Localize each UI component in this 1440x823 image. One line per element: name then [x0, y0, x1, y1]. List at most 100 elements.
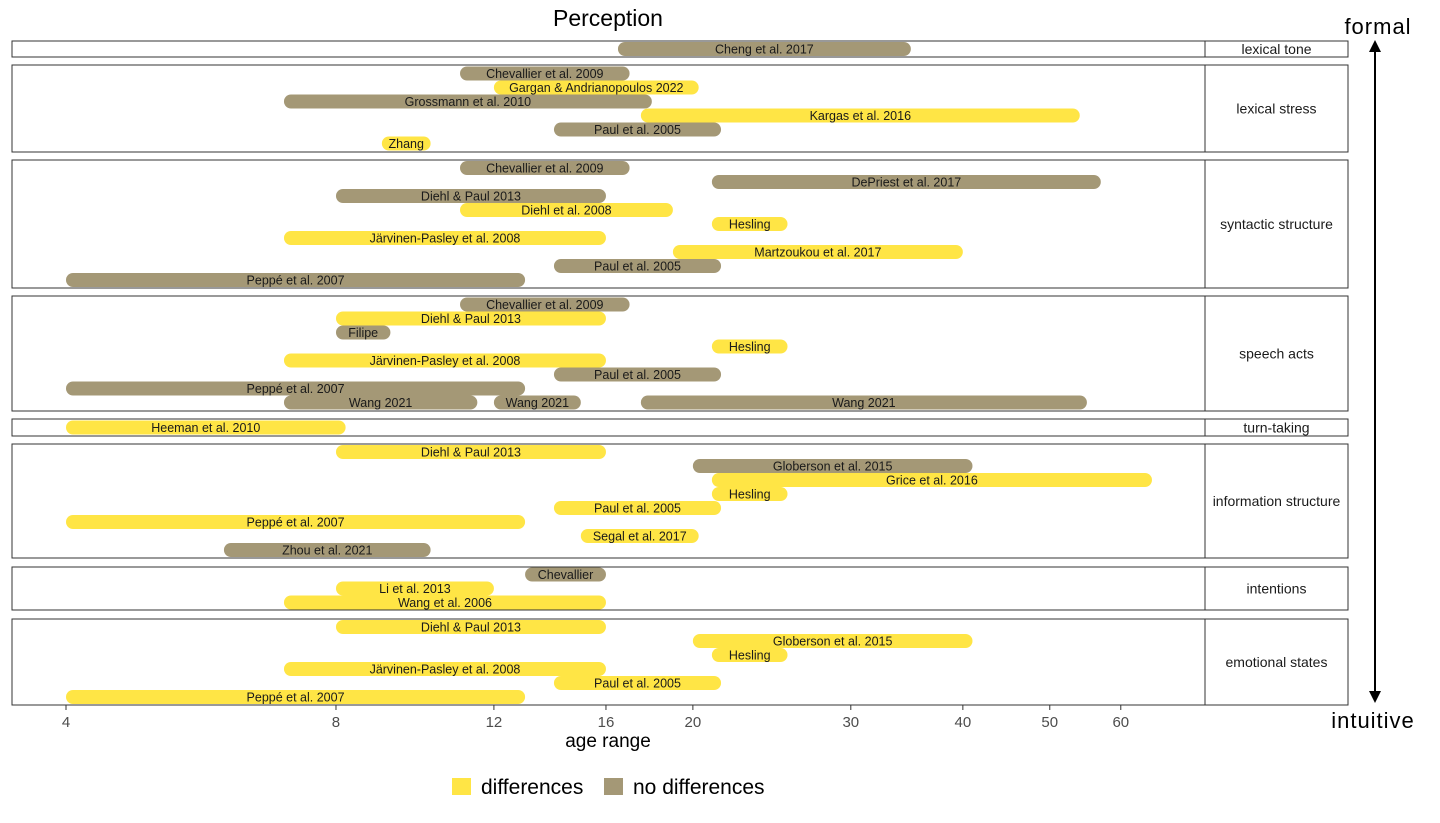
bar-emotional-states-paul-et-al-2005 [553, 676, 722, 690]
arrow-bottom-label: intuitive [1331, 708, 1415, 733]
bar-label: Wang 2021 [506, 396, 570, 410]
bar-syntactic-structure-diehl-paul-2013 [335, 189, 606, 203]
bar-label: Heeman et al. 2010 [151, 421, 260, 435]
legend: differences no differences [452, 776, 765, 799]
bar-label: Chevallier et al. 2009 [486, 298, 603, 312]
bar-speech-acts-filipe [335, 325, 391, 340]
bar-information-structure-segal-et-al-2017 [580, 529, 699, 543]
bar-emotional-states-j-rvinen-pasley-et-al-2008 [283, 662, 606, 676]
facet-panel-border [11, 618, 1349, 706]
bar-information-structure-globerson-et-al-2015 [692, 459, 973, 473]
bar-intentions-wang-et-al-2006 [283, 595, 606, 610]
bar-label: Li et al. 2013 [379, 582, 451, 596]
bar-information-structure-grice-et-al-2016 [711, 473, 1152, 487]
facet-panel-border [11, 566, 1349, 611]
bar-label: Peppé et al. 2007 [247, 516, 345, 530]
bar-label: Martzoukou et al. 2017 [754, 246, 881, 260]
facet-label-emotional-states: emotional states [1226, 654, 1328, 670]
facet-label-information-structure: information structure [1213, 493, 1341, 509]
bar-syntactic-structure-hesling [711, 217, 788, 231]
bar-lexical-stress-kargas-et-al-2016 [640, 108, 1080, 123]
bar-speech-acts-wang-2021 [640, 395, 1087, 410]
bar-syntactic-structure-martzoukou-et-al-2017 [672, 245, 963, 259]
bar-label: Paul et al. 2005 [594, 502, 681, 516]
bar-syntactic-structure-diehl-et-al-2008 [460, 203, 673, 217]
bar-label: Chevallier et al. 2009 [486, 67, 603, 81]
x-tick-label: 16 [598, 714, 615, 731]
bar-information-structure-diehl-paul-2013 [335, 445, 606, 459]
bar-speech-acts-pepp-et-al-2007 [66, 381, 526, 396]
bar-label: Peppé et al. 2007 [247, 382, 345, 396]
bar-label: Chevallier et al. 2009 [486, 162, 603, 176]
bar-label: Paul et al. 2005 [594, 677, 681, 691]
facet-panel-border [11, 40, 1349, 58]
bar-label: Zhou et al. 2021 [282, 544, 372, 558]
bar-emotional-states-hesling [711, 648, 788, 662]
bar-information-structure-hesling [711, 487, 788, 501]
bar-speech-acts-j-rvinen-pasley-et-al-2008 [283, 353, 606, 368]
bar-label: Cheng et al. 2017 [715, 43, 814, 57]
arrow-head-up-icon [1369, 40, 1381, 52]
bar-label: Diehl & Paul 2013 [421, 190, 521, 204]
facet-label-syntactic-structure: syntactic structure [1220, 216, 1333, 232]
x-tick-label: 60 [1112, 714, 1129, 731]
bar-label: Grice et al. 2016 [886, 474, 978, 488]
bar-label: Hesling [729, 488, 771, 502]
bar-label: Globerson et al. 2015 [773, 635, 893, 649]
legend-label-no-differences: no differences [633, 776, 765, 799]
bar-label: Kargas et al. 2016 [810, 109, 912, 123]
bar-speech-acts-paul-et-al-2005 [553, 367, 722, 382]
bar-syntactic-structure-pepp-et-al-2007 [66, 273, 526, 287]
bar-emotional-states-globerson-et-al-2015 [692, 634, 973, 648]
formal-intuitive-arrow: formal intuitive [1331, 14, 1415, 733]
x-tick-label: 8 [332, 714, 340, 731]
facet-panel-bg [12, 567, 1348, 610]
facet-panel-border [11, 159, 1349, 289]
bar-speech-acts-wang-2021 [283, 395, 478, 410]
bar-syntactic-structure-j-rvinen-pasley-et-al-2008 [283, 231, 606, 245]
x-tick-label: 50 [1041, 714, 1058, 731]
bar-information-structure-zhou-et-al-2021 [223, 543, 431, 557]
bar-label: Wang 2021 [832, 396, 896, 410]
bar-label: Peppé et al. 2007 [247, 691, 345, 705]
bar-label: Diehl & Paul 2013 [421, 621, 521, 635]
bar-label: Paul et al. 2005 [594, 368, 681, 382]
bar-label: Diehl & Paul 2013 [421, 312, 521, 326]
bar-information-structure-pepp-et-al-2007 [66, 515, 526, 529]
x-axis-title: age range [565, 731, 651, 752]
bar-label: Hesling [729, 340, 771, 354]
bar-label: Wang et al. 2006 [398, 596, 492, 610]
facet-panels [12, 41, 1348, 705]
bar-label: Chevallier [538, 568, 594, 582]
bar-speech-acts-chevallier-et-al-2009 [460, 297, 630, 312]
arrow-head-down-icon [1369, 691, 1381, 703]
legend-swatch-no-differences [604, 778, 623, 795]
bar-syntactic-structure-chevallier-et-al-2009 [460, 161, 630, 175]
x-tick-label: 4 [62, 714, 70, 731]
bar-lexical-tone-cheng-et-al-2017 [617, 42, 911, 56]
bar-lexical-stress-grossmann-et-al-2010 [283, 94, 652, 109]
facet-label-speech-acts: speech acts [1239, 346, 1314, 362]
bar-label: DePriest et al. 2017 [851, 176, 961, 190]
bar-label: Wang 2021 [349, 396, 413, 410]
bar-label: Diehl et al. 2008 [521, 204, 611, 218]
facet-panel-border [11, 418, 1349, 437]
bar-syntactic-structure-paul-et-al-2005 [553, 259, 722, 273]
facet-label-lexical-tone: lexical tone [1241, 41, 1311, 57]
x-tick-label: 30 [842, 714, 859, 731]
bar-lexical-stress-paul-et-al-2005 [553, 122, 722, 137]
bar-label: Diehl & Paul 2013 [421, 446, 521, 460]
facet-borders: lexical tone lexical stress syntactic stru… [1204, 41, 1341, 705]
x-tick-label: 12 [486, 714, 503, 731]
bar-information-structure-paul-et-al-2005 [553, 501, 722, 515]
facet-panel-border [11, 295, 1349, 412]
facet-label-intentions: intentions [1247, 581, 1307, 597]
bar-label: Hesling [729, 649, 771, 663]
bar-turn-taking-heeman-et-al-2010 [66, 420, 346, 435]
bar-lexical-stress-gargan-andrianopoulos-2022 [493, 80, 699, 95]
facet-panel-border [11, 443, 1349, 559]
bar-label: Gargan & Andrianopoulos 2022 [509, 81, 683, 95]
bar-speech-acts-hesling [711, 339, 788, 354]
facet-label-turn-taking: turn-taking [1243, 420, 1309, 436]
